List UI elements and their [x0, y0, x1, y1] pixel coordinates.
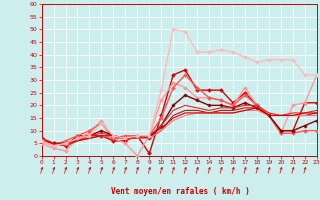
Text: Vent moyen/en rafales ( km/h ): Vent moyen/en rafales ( km/h ) — [111, 187, 250, 196]
